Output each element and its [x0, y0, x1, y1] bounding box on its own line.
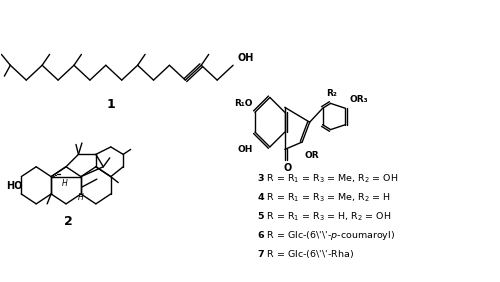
Text: H: H: [78, 193, 84, 202]
Text: 2: 2: [64, 215, 73, 228]
Text: OR₃: OR₃: [350, 95, 368, 104]
Text: $\bf{7}$ R = Glc-(6\'\'-Rha): $\bf{7}$ R = Glc-(6\'\'-Rha): [258, 248, 354, 260]
Text: R₁O: R₁O: [234, 99, 252, 108]
Text: OH: OH: [237, 145, 252, 154]
Text: $\bf{3}$ R = R$_1$ = R$_3$ = Me, R$_2$ = OH: $\bf{3}$ R = R$_1$ = R$_3$ = Me, R$_2$ =…: [258, 173, 399, 185]
Text: $\bf{6}$ R = Glc-(6\'\'-$p$-coumaroyl): $\bf{6}$ R = Glc-(6\'\'-$p$-coumaroyl): [258, 229, 396, 242]
Text: HO: HO: [6, 180, 22, 191]
Text: OR: OR: [304, 151, 320, 160]
Text: H: H: [62, 179, 68, 188]
Text: O: O: [284, 163, 292, 173]
Text: $\bf{4}$ R = R$_1$ = R$_3$ = Me, R$_2$ = H: $\bf{4}$ R = R$_1$ = R$_3$ = Me, R$_2$ =…: [258, 192, 392, 204]
Text: $\bf{5}$ R = R$_1$ = R$_3$ = H, R$_2$ = OH: $\bf{5}$ R = R$_1$ = R$_3$ = H, R$_2$ = …: [258, 210, 392, 223]
Text: R₂: R₂: [326, 89, 337, 98]
Text: 1: 1: [106, 98, 115, 111]
Text: OH: OH: [237, 53, 254, 63]
